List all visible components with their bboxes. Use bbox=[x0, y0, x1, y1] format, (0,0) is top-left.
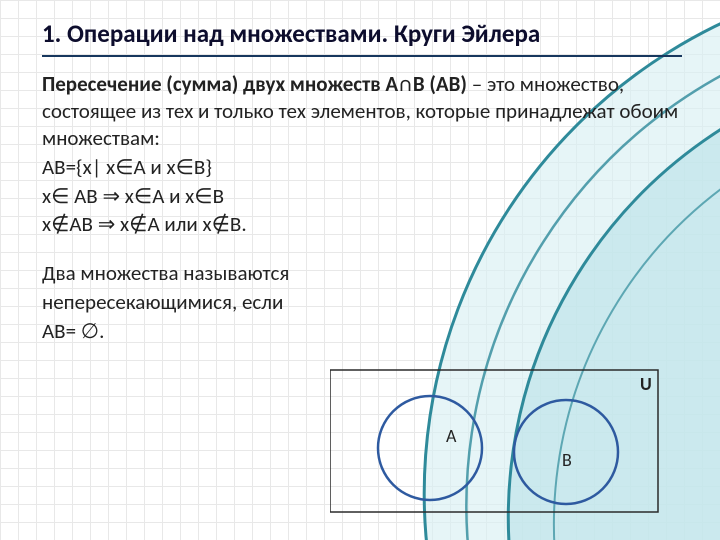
disjoint-line-2: непересекающимися, если bbox=[42, 289, 682, 316]
slide-content: 1. Операции над множествами. Круги Эйлер… bbox=[0, 0, 720, 357]
disjoint-line-3: AB= ∅. bbox=[42, 318, 682, 345]
disjoint-line-1: Два множества называются bbox=[42, 260, 682, 287]
label-b: B bbox=[562, 449, 572, 471]
label-a: A bbox=[446, 425, 457, 447]
implication-forward: x∈ AB ⇒ x∈A и x∈B bbox=[42, 183, 682, 210]
circle-a bbox=[378, 396, 482, 500]
implication-backward: x∉AB ⇒ x∉A или x∉B. bbox=[42, 211, 682, 238]
label-universe: U bbox=[640, 373, 652, 395]
definition-paragraph: Пересечение (сумма) двух множеств A∩B (A… bbox=[42, 71, 682, 152]
definition-lead: Пересечение (сумма) двух множеств A∩B (A… bbox=[42, 71, 467, 97]
slide-title: 1. Операции над множествами. Круги Эйлер… bbox=[42, 18, 682, 57]
set-builder-line: AB={x| x∈A и x∈B} bbox=[42, 154, 682, 181]
euler-diagram: U A B bbox=[330, 360, 670, 520]
